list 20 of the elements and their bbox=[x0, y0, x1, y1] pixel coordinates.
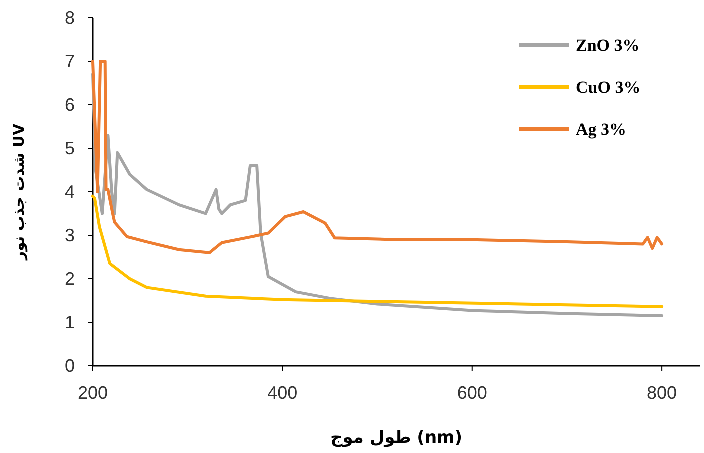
legend-label: CuO 3% bbox=[576, 78, 641, 97]
x-tick-label: 800 bbox=[647, 383, 678, 403]
x-tick-label: 400 bbox=[268, 383, 298, 403]
line-series bbox=[92, 194, 664, 308]
y-tick-label: 7 bbox=[64, 52, 75, 72]
x-axis-title: طول موج (nm) bbox=[330, 428, 463, 448]
y-tick-label: 3 bbox=[64, 226, 75, 246]
y-tick-label: 1 bbox=[64, 312, 75, 332]
y-tick-label: 4 bbox=[64, 182, 75, 202]
line-series bbox=[92, 60, 664, 254]
x-tick-label: 200 bbox=[78, 383, 108, 403]
y-tick-label: 5 bbox=[64, 138, 75, 158]
x-tick-label: 600 bbox=[457, 383, 488, 403]
legend-label: ZnO 3% bbox=[576, 36, 640, 55]
y-tick-label: 6 bbox=[64, 95, 75, 115]
y-axis-title: شدت جذب نور UV bbox=[10, 124, 28, 262]
legend-label: Ag 3% bbox=[576, 120, 627, 139]
y-tick-label: 0 bbox=[64, 356, 75, 376]
y-tick-label: 8 bbox=[64, 8, 75, 28]
y-tick-label: 2 bbox=[64, 269, 75, 289]
